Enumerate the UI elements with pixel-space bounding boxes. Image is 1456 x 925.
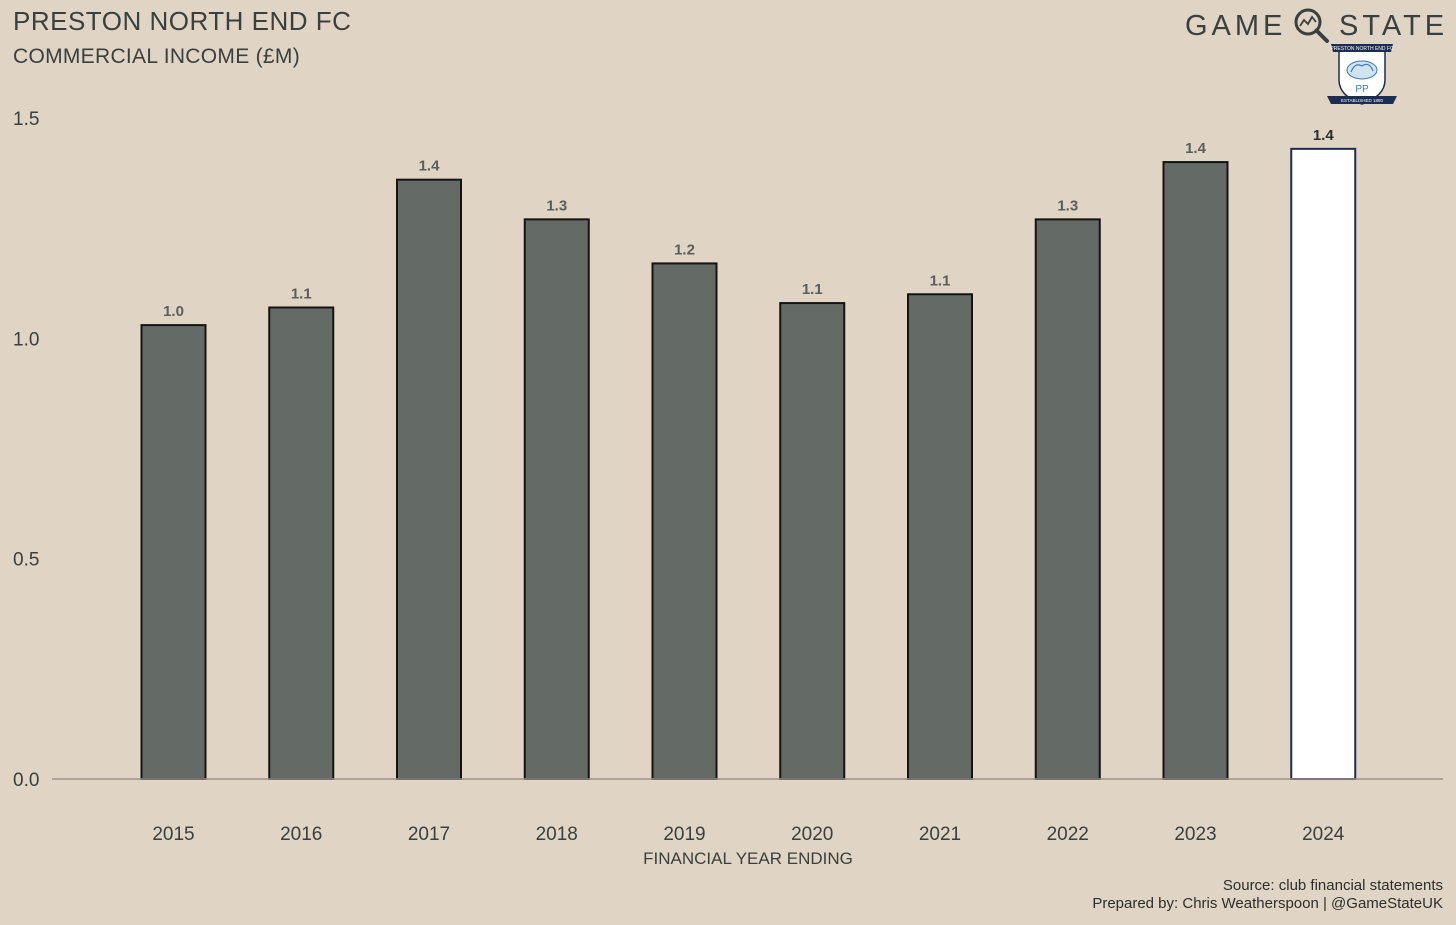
brand-word-right: STATE <box>1339 10 1449 42</box>
data-label: 1.1 <box>802 281 823 298</box>
bar <box>1034 218 1101 780</box>
bar <box>268 306 335 780</box>
chart-subtitle: COMMERCIAL INCOME (£M) <box>13 45 300 68</box>
brand-word-left: GAME <box>1185 10 1287 42</box>
y-tick-label: 1.5 <box>13 109 39 130</box>
y-tick-label: 1.0 <box>13 329 39 350</box>
bar <box>1162 161 1229 781</box>
x-tick-label: 2021 <box>919 824 961 845</box>
x-tick-label: 2015 <box>152 824 194 845</box>
club-crest-icon: PRESTON NORTH END FC PP ESTABLISHED 1880 <box>1325 40 1399 115</box>
bar <box>140 324 207 780</box>
x-tick-label: 2018 <box>536 824 578 845</box>
bar <box>907 293 973 780</box>
data-label: 1.4 <box>1313 127 1335 144</box>
x-tick-label: 2016 <box>280 824 322 845</box>
x-tick-label: 2020 <box>791 824 833 845</box>
data-label: 1.2 <box>674 241 695 258</box>
x-tick-label: 2019 <box>663 824 705 845</box>
bar <box>396 178 462 780</box>
data-label: 1.1 <box>291 285 312 302</box>
svg-text:PP: PP <box>1355 84 1369 95</box>
data-label: 1.4 <box>1185 140 1207 157</box>
y-tick-label: 0.5 <box>13 550 39 571</box>
bar <box>651 262 718 781</box>
data-label: 1.1 <box>930 272 951 289</box>
svg-text:PRESTON NORTH END FC: PRESTON NORTH END FC <box>1330 46 1394 52</box>
source-note: Source: club financial statements <box>1222 877 1443 894</box>
x-axis-title: FINANCIAL YEAR ENDING <box>643 849 853 868</box>
x-tick-label: 2024 <box>1302 824 1345 845</box>
data-label: 1.3 <box>546 197 567 214</box>
bar <box>1290 147 1357 780</box>
data-label: 1.3 <box>1057 197 1078 214</box>
x-tick-label: 2022 <box>1047 824 1089 845</box>
y-tick-label: 0.0 <box>13 770 39 791</box>
x-tick-label: 2017 <box>408 824 450 845</box>
brand-logo: GAME STATE <box>1183 6 1444 46</box>
prepared-by-note: Prepared by: Chris Weatherspoon | @GameS… <box>1092 895 1443 912</box>
chart-footer: Source: club financial statements Prepar… <box>1092 877 1443 913</box>
data-label: 1.0 <box>163 303 184 320</box>
bar <box>779 302 846 780</box>
magnifier-icon <box>1291 6 1331 51</box>
chart-title: PRESTON NORTH END FC <box>13 6 352 36</box>
bar <box>523 218 590 780</box>
x-tick-label: 2023 <box>1174 824 1216 845</box>
svg-text:ESTABLISHED 1880: ESTABLISHED 1880 <box>1341 98 1383 103</box>
data-label: 1.4 <box>419 158 441 175</box>
